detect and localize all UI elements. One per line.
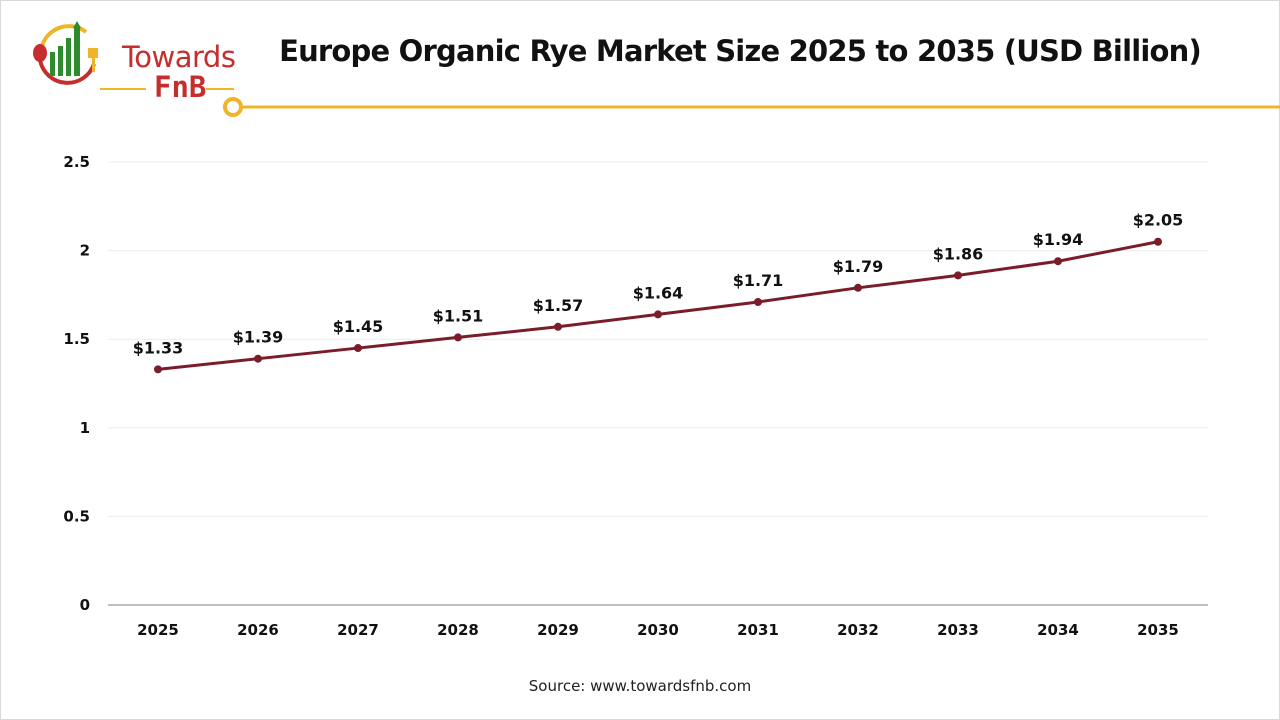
logo-text-towards: Towards bbox=[122, 40, 236, 74]
x-tick-label: 2029 bbox=[537, 621, 579, 639]
data-label: $1.79 bbox=[833, 257, 884, 276]
data-label: $1.39 bbox=[233, 328, 284, 347]
y-tick-label: 2 bbox=[80, 242, 90, 260]
x-tick-label: 2028 bbox=[437, 621, 479, 639]
data-label: $1.51 bbox=[433, 306, 484, 325]
data-point bbox=[454, 333, 462, 342]
data-point bbox=[354, 344, 362, 353]
data-label: $1.86 bbox=[933, 244, 984, 263]
x-tick-label: 2025 bbox=[137, 621, 179, 639]
data-point bbox=[754, 297, 762, 306]
y-tick-label: 0.5 bbox=[63, 507, 90, 525]
data-point bbox=[854, 283, 862, 292]
y-tick-label: 1.5 bbox=[63, 330, 90, 348]
data-label: $1.94 bbox=[1033, 230, 1084, 249]
y-tick-label: 2.5 bbox=[63, 153, 90, 171]
data-label: $1.45 bbox=[333, 317, 384, 336]
data-point bbox=[954, 271, 962, 280]
data-point bbox=[1054, 257, 1062, 266]
logo-dash-left bbox=[100, 88, 146, 90]
data-label: $1.57 bbox=[533, 296, 584, 315]
logo-icon bbox=[33, 21, 98, 85]
data-point bbox=[654, 310, 662, 319]
x-tick-label: 2035 bbox=[1137, 621, 1179, 639]
chart-title: Europe Organic Rye Market Size 2025 to 2… bbox=[279, 34, 1202, 68]
source-note: Source: www.towardsfnb.com bbox=[528, 677, 752, 695]
series-line bbox=[157, 240, 1159, 371]
x-tick-label: 2026 bbox=[237, 621, 279, 639]
x-tick-label: 2030 bbox=[637, 621, 679, 639]
data-label: $1.64 bbox=[633, 283, 684, 302]
data-label: $2.05 bbox=[1133, 211, 1184, 230]
y-tick-label: 0 bbox=[80, 596, 90, 614]
data-label: $1.33 bbox=[133, 338, 184, 357]
data-point bbox=[1154, 237, 1162, 246]
x-tick-label: 2031 bbox=[737, 621, 779, 639]
data-point bbox=[554, 322, 562, 331]
logo-text-fnb: FnB bbox=[154, 70, 207, 104]
data-label: $1.71 bbox=[733, 271, 784, 290]
logo-dash-right bbox=[206, 88, 234, 90]
y-tick-label: 1 bbox=[80, 419, 90, 437]
x-tick-label: 2033 bbox=[937, 621, 979, 639]
data-point bbox=[254, 354, 262, 363]
x-tick-label: 2032 bbox=[837, 621, 879, 639]
x-tick-label: 2027 bbox=[337, 621, 379, 639]
title-rule-dot bbox=[223, 97, 243, 117]
data-point bbox=[154, 365, 162, 374]
x-tick-label: 2034 bbox=[1037, 621, 1079, 639]
logo: Towards FnB bbox=[28, 18, 236, 104]
